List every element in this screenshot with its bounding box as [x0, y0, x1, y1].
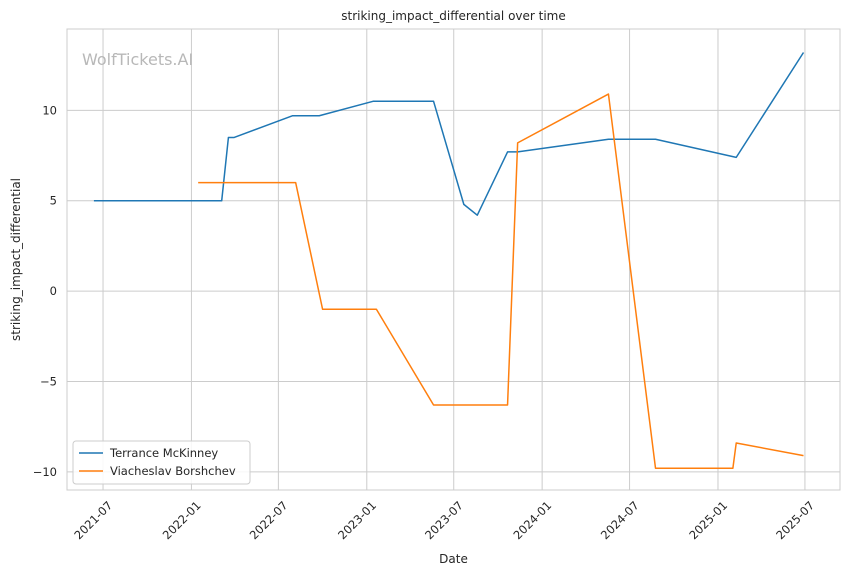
legend: Terrance McKinney Viacheslav Borshchev [72, 440, 251, 485]
series-line-viacheslav-borshchev [198, 93, 804, 470]
y-axis-label: striking_impact_differential [9, 178, 23, 341]
y-tick-label: −10 [33, 465, 57, 479]
y-tick-label: −5 [40, 375, 57, 389]
watermark: WolfTickets.AI [82, 50, 193, 69]
y-tick-label: 10 [42, 103, 57, 117]
legend-box [72, 440, 251, 485]
plot-frame [66, 28, 841, 491]
x-gridlines [102, 29, 806, 490]
series-lines [93, 52, 805, 470]
x-axis-label: Date [439, 552, 468, 566]
chart-title: striking_impact_differential over time [341, 9, 566, 23]
legend-label-viacheslav-borshchev: Viacheslav Borshchev [110, 464, 236, 478]
y-tick-label: 5 [50, 194, 57, 208]
y-gridlines [67, 109, 840, 473]
series-line-terrance-mckinney [93, 52, 805, 216]
y-tick-labels: −10 −5 0 5 10 [33, 103, 57, 479]
y-tick-label: 0 [50, 284, 57, 298]
legend-label-terrance-mckinney: Terrance McKinney [109, 446, 218, 460]
